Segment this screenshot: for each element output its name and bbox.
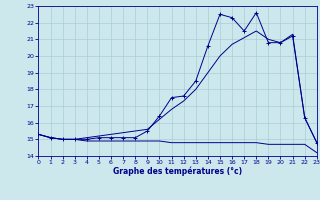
- X-axis label: Graphe des températures (°c): Graphe des températures (°c): [113, 167, 242, 176]
